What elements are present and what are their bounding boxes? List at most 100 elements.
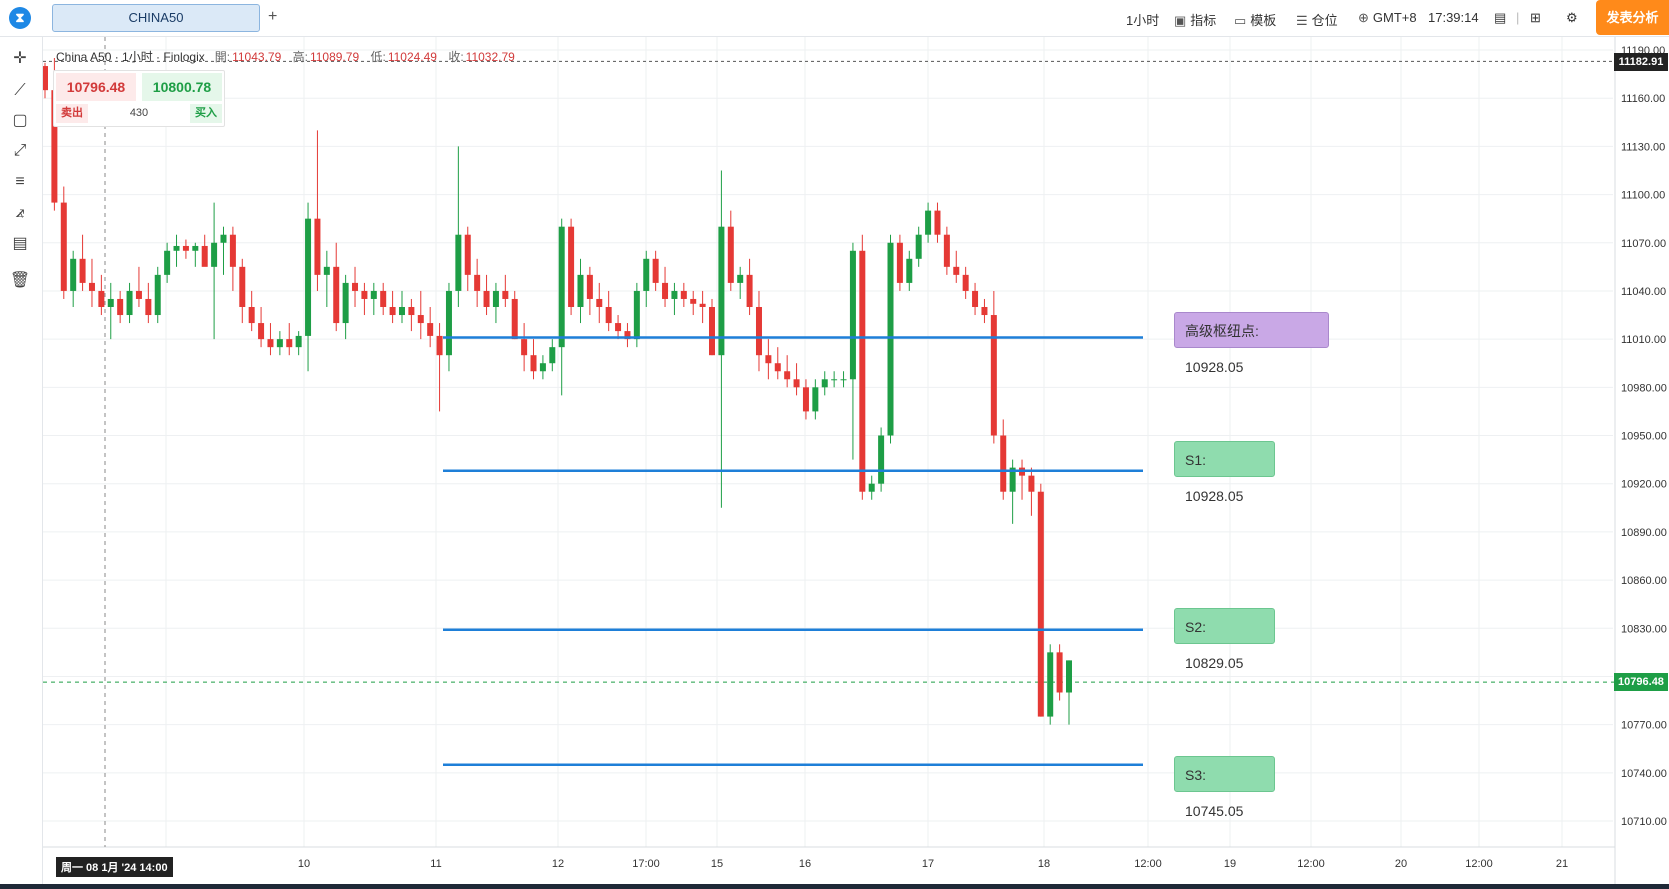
candle-body [521, 339, 528, 356]
candle-body [784, 371, 791, 380]
price-chart[interactable]: 11190.0011160.0011130.0011100.0011070.00… [43, 37, 1669, 889]
max-price-badge: 11182.91 [1614, 53, 1668, 71]
candle-body [746, 274, 753, 307]
globe-icon: ⊕ [1358, 10, 1369, 25]
legend-open: 11043.79 [232, 50, 282, 64]
timezone-button[interactable]: ⊕ GMT+8 [1358, 10, 1417, 26]
s3-label[interactable]: S3: 10745.05 [1174, 756, 1275, 819]
publish-analysis-button[interactable]: 发表分析 [1596, 0, 1669, 35]
ohlc-legend: China A50 · 1小时 · Finlogix 開: 11043.79 高:… [56, 48, 523, 65]
layout-grid-icon[interactable]: ⊞ [1530, 10, 1541, 25]
candle-body [267, 339, 274, 348]
y-tick-label: 10740.00 [1621, 768, 1667, 780]
app-logo-icon[interactable]: ⧗ [9, 7, 31, 29]
bottom-strip [0, 884, 1669, 889]
candle-body [849, 250, 856, 380]
candle-body [323, 266, 330, 275]
templates-button[interactable]: ▭ 模板 [1234, 10, 1276, 29]
candle-body [43, 66, 48, 91]
indicators-button[interactable]: ▣ 指标 [1174, 10, 1216, 29]
sell-price-button[interactable]: 10796.48 [56, 73, 136, 101]
candle-body [727, 226, 734, 283]
candle-body [229, 234, 236, 267]
candle-body [586, 274, 593, 299]
current-price-badge: 10796.48 [1614, 673, 1668, 691]
indicators-label: 指标 [1190, 13, 1217, 28]
fib-levels-icon[interactable]: ≡ [15, 173, 25, 190]
crosshair-icon[interactable]: ✛ [13, 50, 27, 67]
timeframe-button[interactable]: 1小时 [1126, 13, 1160, 28]
candle-body [511, 298, 518, 340]
legend-low-label: 低: [370, 50, 386, 64]
top-toolbar: ⧗ CHINA50 + 1小时 ▣ 指标 ▭ 模板 ☰ 仓位 ⊕ GMT+8 17:39… [0, 0, 1669, 37]
candle-body [239, 266, 246, 307]
pivot-label[interactable]: 高级枢纽点: 10928.05 [1174, 312, 1329, 375]
tab-symbol[interactable]: CHINA50 [52, 4, 260, 32]
candle-body [774, 363, 781, 372]
candle-body [530, 355, 537, 372]
x-tick-label: 17 [922, 858, 934, 870]
candle-body [953, 266, 960, 275]
x-tick-label: 11 [430, 858, 441, 870]
gann-fan-icon[interactable]: ⦨ [15, 204, 25, 221]
candle-body [934, 210, 941, 235]
candle-body [201, 245, 208, 267]
candle-body [492, 290, 499, 307]
trash-icon[interactable]: 🗑 [9, 272, 31, 289]
candle-body [915, 234, 922, 259]
positions-label: 仓位 [1311, 13, 1338, 28]
candle-body [859, 250, 866, 492]
trendline-icon[interactable]: ⟋ [14, 82, 26, 99]
ray-icon[interactable]: ⤢ [13, 142, 27, 159]
sell-button[interactable]: 卖出 [56, 104, 88, 123]
positions-icon: ☰ [1296, 13, 1308, 28]
x-tick-label: 15 [711, 858, 723, 870]
text-note-icon[interactable]: ▤ [12, 235, 28, 252]
toolbar-divider: | [1516, 10, 1520, 25]
candle-body [549, 347, 556, 364]
candle-body [182, 245, 189, 251]
candle-body [126, 290, 133, 316]
x-tick-label: 18 [1038, 858, 1050, 870]
candle-body [370, 290, 377, 299]
candle-body [624, 331, 631, 340]
candle-body [164, 250, 171, 275]
candle-body [154, 274, 161, 316]
candle-body [878, 435, 885, 484]
candle-body [436, 335, 443, 356]
y-tick-label: 10890.00 [1621, 527, 1667, 539]
candle-body [173, 245, 180, 251]
buy-price-button[interactable]: 10800.78 [142, 73, 222, 101]
candle-body [295, 335, 302, 348]
y-tick-label: 10770.00 [1621, 720, 1667, 732]
candle-body [812, 387, 819, 412]
rectangle-icon[interactable]: ▢ [12, 112, 28, 129]
candle-body [990, 315, 997, 436]
x-tick-label: 21 [1556, 858, 1568, 870]
candle-body [802, 387, 809, 412]
candle-body [831, 379, 838, 381]
layers-icon[interactable]: ▤ [1494, 10, 1507, 25]
candle-body [464, 234, 471, 275]
x-tick-label: 16 [799, 858, 811, 870]
settings-gear-icon[interactable]: ⚙ [1566, 10, 1578, 25]
candle-body [305, 218, 312, 336]
legend-symbol: China A50 · 1小时 · Finlogix [56, 50, 205, 64]
drawing-toolbar: ✛ ⟋ ▢ ⤢ ≡ ⦨ ▤ 🗑 [0, 37, 43, 889]
candle-body [1009, 467, 1016, 492]
y-tick-label: 10920.00 [1621, 479, 1667, 491]
s1-label[interactable]: S1: 10928.05 [1174, 441, 1275, 504]
buy-button[interactable]: 买入 [190, 104, 222, 123]
candle-body [361, 290, 368, 299]
candle-body [51, 90, 58, 203]
clock-readout: 17:39:14 [1428, 10, 1479, 25]
add-tab-button[interactable]: + [268, 8, 278, 25]
s2-label[interactable]: S2: 10829.05 [1174, 608, 1275, 671]
x-tick-label: 19 [1224, 858, 1236, 870]
positions-button[interactable]: ☰ 仓位 [1296, 10, 1338, 29]
candle-body [286, 339, 293, 348]
candle-body [145, 298, 152, 316]
candle-body [220, 234, 227, 243]
candle-body [1056, 652, 1063, 693]
candle-body [502, 290, 509, 299]
